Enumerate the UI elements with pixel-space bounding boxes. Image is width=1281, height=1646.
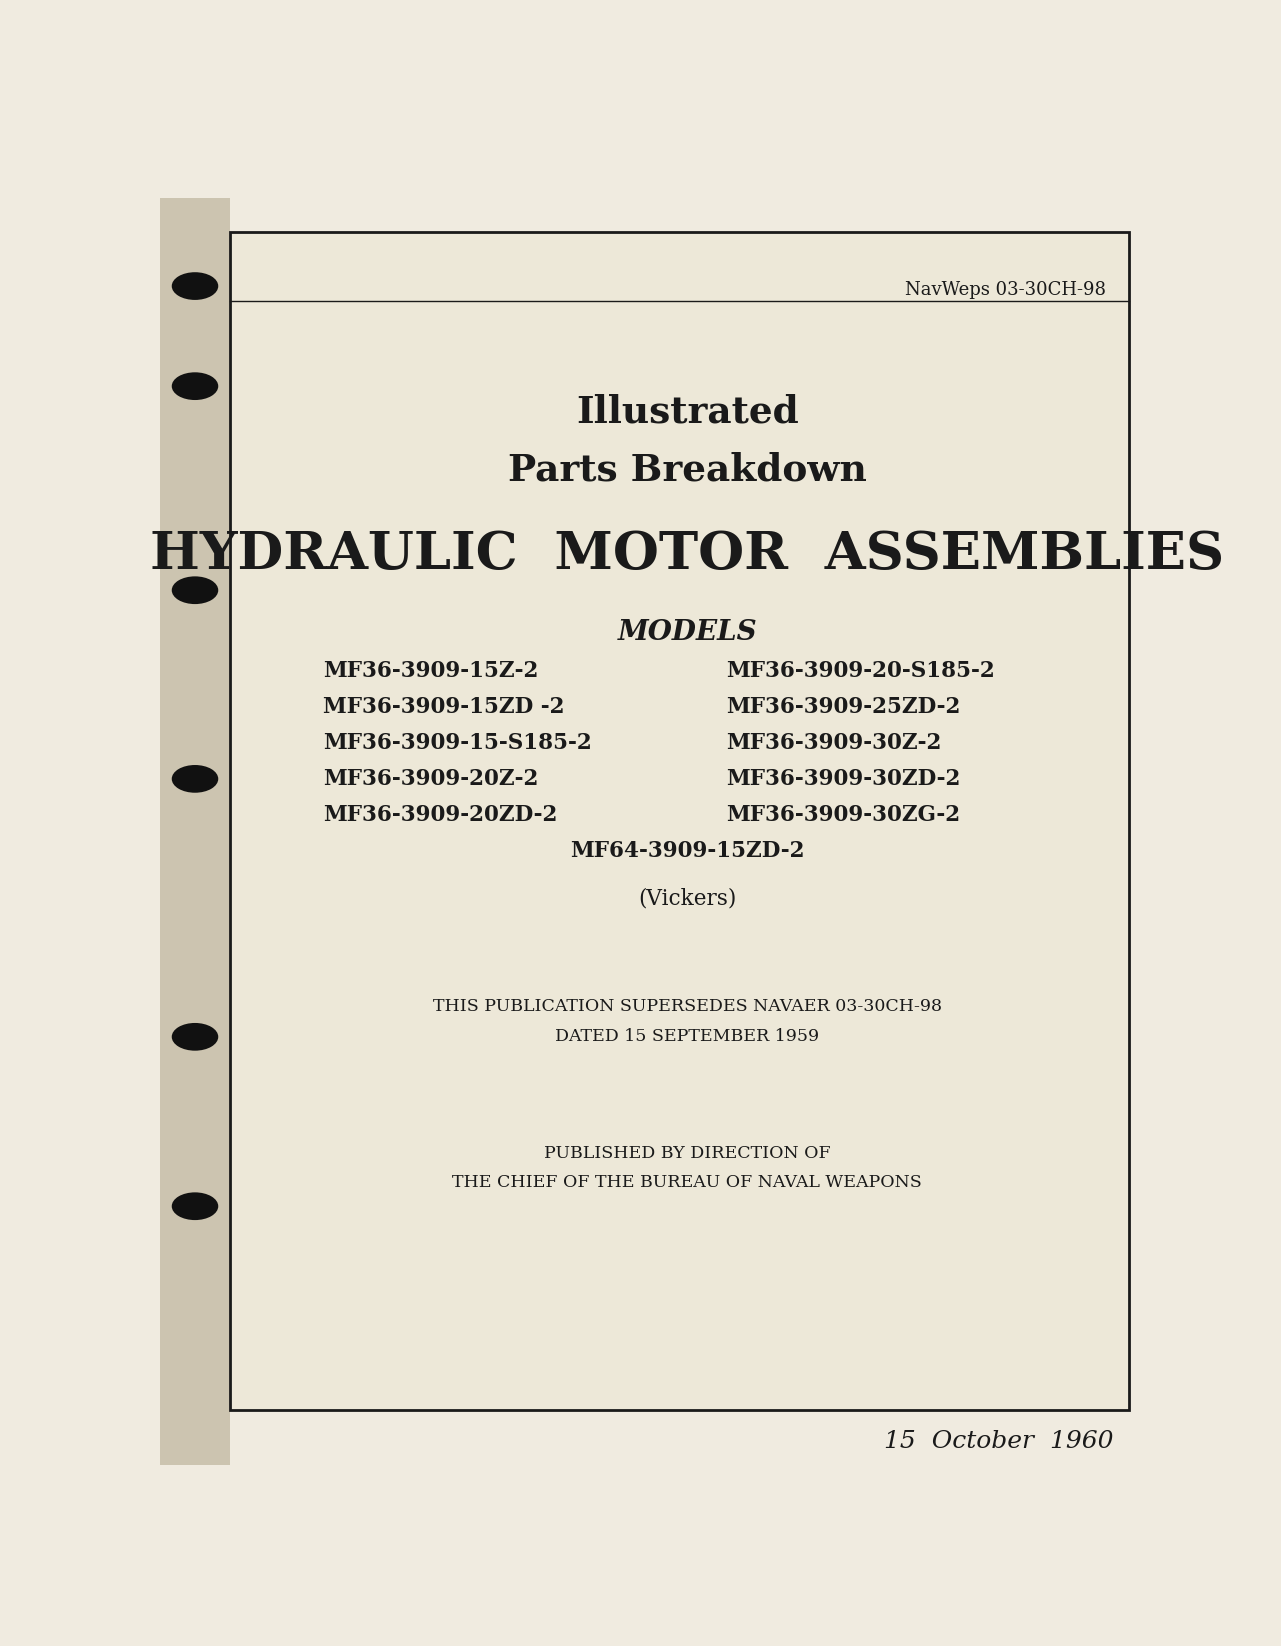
Ellipse shape (172, 272, 218, 300)
Ellipse shape (172, 372, 218, 400)
Text: MF36-3909-20Z-2: MF36-3909-20Z-2 (323, 769, 538, 790)
Text: MF36-3909-20ZD-2: MF36-3909-20ZD-2 (323, 805, 557, 826)
Bar (160, 198, 229, 1465)
Text: MF36-3909-20-S185-2: MF36-3909-20-S185-2 (726, 660, 994, 681)
Text: MF36-3909-15-S185-2: MF36-3909-15-S185-2 (323, 732, 592, 754)
Text: MF36-3909-30ZG-2: MF36-3909-30ZG-2 (726, 805, 959, 826)
Text: (Vickers): (Vickers) (638, 887, 737, 910)
Text: 15  October  1960: 15 October 1960 (884, 1429, 1113, 1452)
Text: MF36-3909-15Z-2: MF36-3909-15Z-2 (323, 660, 538, 681)
Ellipse shape (172, 765, 218, 793)
Text: THE CHIEF OF THE BUREAU OF NAVAL WEAPONS: THE CHIEF OF THE BUREAU OF NAVAL WEAPONS (452, 1174, 922, 1190)
Text: MF64-3909-15ZD-2: MF64-3909-15ZD-2 (570, 841, 804, 863)
Text: MF36-3909-25ZD-2: MF36-3909-25ZD-2 (726, 696, 961, 718)
Text: MF36-3909-15ZD -2: MF36-3909-15ZD -2 (323, 696, 565, 718)
Ellipse shape (172, 1022, 218, 1050)
Text: MF36-3909-30ZD-2: MF36-3909-30ZD-2 (726, 769, 961, 790)
Ellipse shape (172, 1192, 218, 1220)
Text: MF36-3909-30Z-2: MF36-3909-30Z-2 (726, 732, 942, 754)
Text: DATED 15 SEPTEMBER 1959: DATED 15 SEPTEMBER 1959 (555, 1027, 819, 1045)
Text: MODELS: MODELS (617, 619, 757, 647)
Text: PUBLISHED BY DIRECTION OF: PUBLISHED BY DIRECTION OF (544, 1144, 830, 1162)
Text: Parts Breakdown: Parts Breakdown (507, 451, 866, 489)
Text: NavWeps 03-30CH-98: NavWeps 03-30CH-98 (904, 281, 1106, 298)
Text: Illustrated: Illustrated (575, 393, 798, 431)
Text: THIS PUBLICATION SUPERSEDES NAVAER 03-30CH-98: THIS PUBLICATION SUPERSEDES NAVAER 03-30… (433, 999, 942, 1016)
Ellipse shape (172, 576, 218, 604)
Text: HYDRAULIC  MOTOR  ASSEMBLIES: HYDRAULIC MOTOR ASSEMBLIES (150, 528, 1225, 579)
